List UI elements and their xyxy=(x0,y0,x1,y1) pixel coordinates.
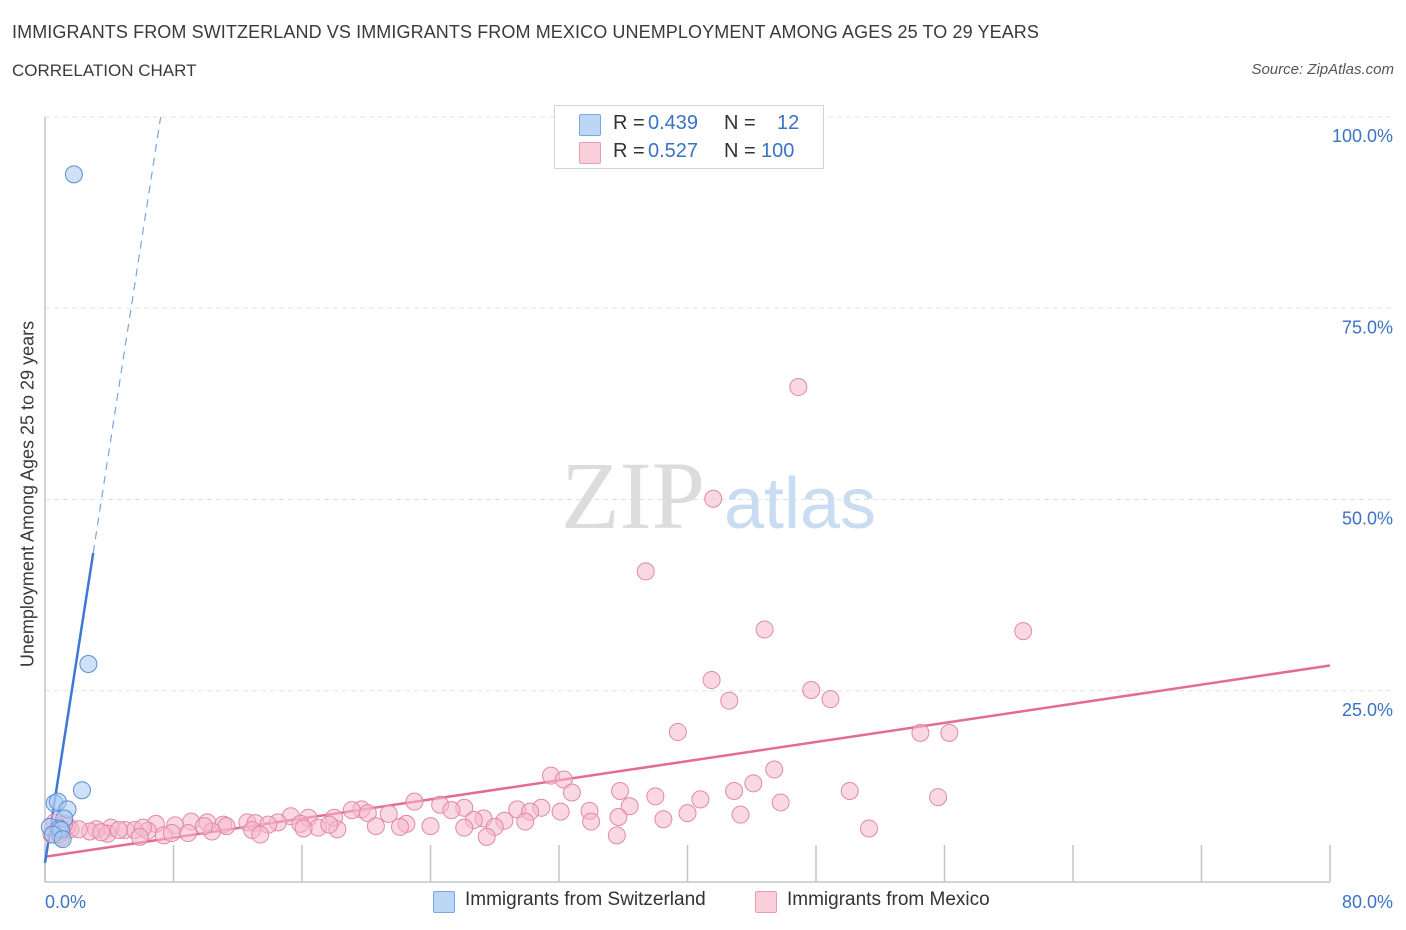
point-mexico xyxy=(582,812,601,831)
bottom-legend-label: Immigrants from Mexico xyxy=(787,889,990,910)
point-mexico xyxy=(562,783,581,802)
point-mexico xyxy=(195,817,214,836)
point-mexico xyxy=(421,817,440,836)
point-mexico xyxy=(477,827,496,846)
point-mexico xyxy=(554,770,573,789)
watermark-atlas: atlas xyxy=(724,464,876,544)
point-mexico xyxy=(702,671,721,690)
bottom-legend-swatch-mexico xyxy=(755,891,777,913)
legend-swatch-switzerland xyxy=(579,114,601,136)
watermark: ZIP atlas xyxy=(561,442,876,549)
point-mexico xyxy=(802,680,821,699)
point-mexico xyxy=(109,820,128,839)
point-mexico xyxy=(654,810,673,829)
legend-r-label: R = xyxy=(613,112,645,134)
point-mexico xyxy=(551,802,570,821)
point-mexico xyxy=(725,781,744,800)
chart-subtitle: CORRELATION CHART xyxy=(12,61,197,80)
bottom-legend-label: Immigrants from Switzerland xyxy=(465,889,706,910)
point-mexico xyxy=(611,781,630,800)
point-mexico xyxy=(1014,622,1033,641)
legend-n-label: N = xyxy=(724,112,756,134)
y-tick-label: 50.0% xyxy=(1342,509,1393,529)
point-mexico xyxy=(294,819,313,838)
point-mexico xyxy=(646,787,665,806)
source-label: Source: ZipAtlas.com xyxy=(1251,61,1394,78)
point-switzerland xyxy=(79,654,98,673)
legend-n-value: 12 xyxy=(777,112,800,134)
point-mexico xyxy=(731,805,750,824)
point-mexico xyxy=(379,804,398,823)
point-mexico xyxy=(744,774,763,793)
point-mexico xyxy=(860,819,879,838)
point-mexico xyxy=(607,826,626,845)
point-mexico xyxy=(668,723,687,742)
point-mexico xyxy=(342,801,361,820)
axes xyxy=(44,117,1331,883)
point-mexico xyxy=(678,804,697,823)
legend-r-value: 0.527 xyxy=(648,140,699,162)
point-mexico xyxy=(755,620,774,639)
point-mexico xyxy=(455,818,474,837)
x-tick-label: 80.0% xyxy=(1342,892,1393,912)
point-mexico xyxy=(130,827,149,846)
point-mexico xyxy=(929,788,948,807)
point-mexico xyxy=(789,378,808,397)
point-mexico xyxy=(366,817,385,836)
point-mexico xyxy=(704,489,723,508)
bottom-legend-swatch-switzerland xyxy=(433,891,455,913)
point-mexico xyxy=(765,760,784,779)
legend-r-label: R = xyxy=(613,140,645,162)
chart-title: IMMIGRANTS FROM SWITZERLAND VS IMMIGRANT… xyxy=(12,22,1040,42)
point-switzerland xyxy=(53,830,72,849)
point-mexico xyxy=(940,723,959,742)
point-mexico xyxy=(92,823,111,842)
stats-legend: R = 0.439 N = 12 R = 0.527 N = 100 xyxy=(554,105,824,169)
gridlines xyxy=(45,116,1392,692)
point-mexico xyxy=(405,792,424,811)
point-mexico xyxy=(911,723,930,742)
legend-n-value: 100 xyxy=(761,140,795,162)
y-tick-label: 75.0% xyxy=(1342,317,1393,337)
point-switzerland xyxy=(64,165,83,184)
tick-labels: 100.0% 75.0% 50.0% 25.0% 0.0% 80.0% xyxy=(45,126,1393,912)
point-mexico xyxy=(720,691,739,710)
point-mexico xyxy=(162,824,181,843)
point-mexico xyxy=(609,807,628,826)
legend-n-label: N = xyxy=(724,140,756,162)
y-tick-label: 25.0% xyxy=(1342,700,1393,720)
point-mexico xyxy=(390,817,409,836)
watermark-zip: ZIP xyxy=(561,442,705,549)
y-axis-label: Unemployment Among Ages 25 to 29 years xyxy=(17,320,38,668)
trend-line-mexico xyxy=(44,664,1331,858)
point-mexico xyxy=(516,812,535,831)
data-points xyxy=(40,165,1033,849)
point-mexico xyxy=(620,797,639,816)
legend-r-value: 0.439 xyxy=(648,112,699,134)
point-mexico xyxy=(251,825,270,844)
point-mexico xyxy=(442,801,461,820)
point-mexico xyxy=(821,690,840,709)
point-mexico xyxy=(691,790,710,809)
point-mexico xyxy=(840,781,859,800)
point-mexico xyxy=(320,815,339,834)
point-mexico xyxy=(636,562,655,581)
trend-line-switzerland-extension xyxy=(92,116,162,554)
x-tick-label: 0.0% xyxy=(45,892,86,912)
point-switzerland xyxy=(72,781,91,800)
y-tick-label: 100.0% xyxy=(1332,126,1393,146)
point-mexico xyxy=(358,804,377,823)
legend-swatch-mexico xyxy=(579,142,601,164)
point-mexico xyxy=(178,824,197,843)
point-mexico xyxy=(771,793,790,812)
